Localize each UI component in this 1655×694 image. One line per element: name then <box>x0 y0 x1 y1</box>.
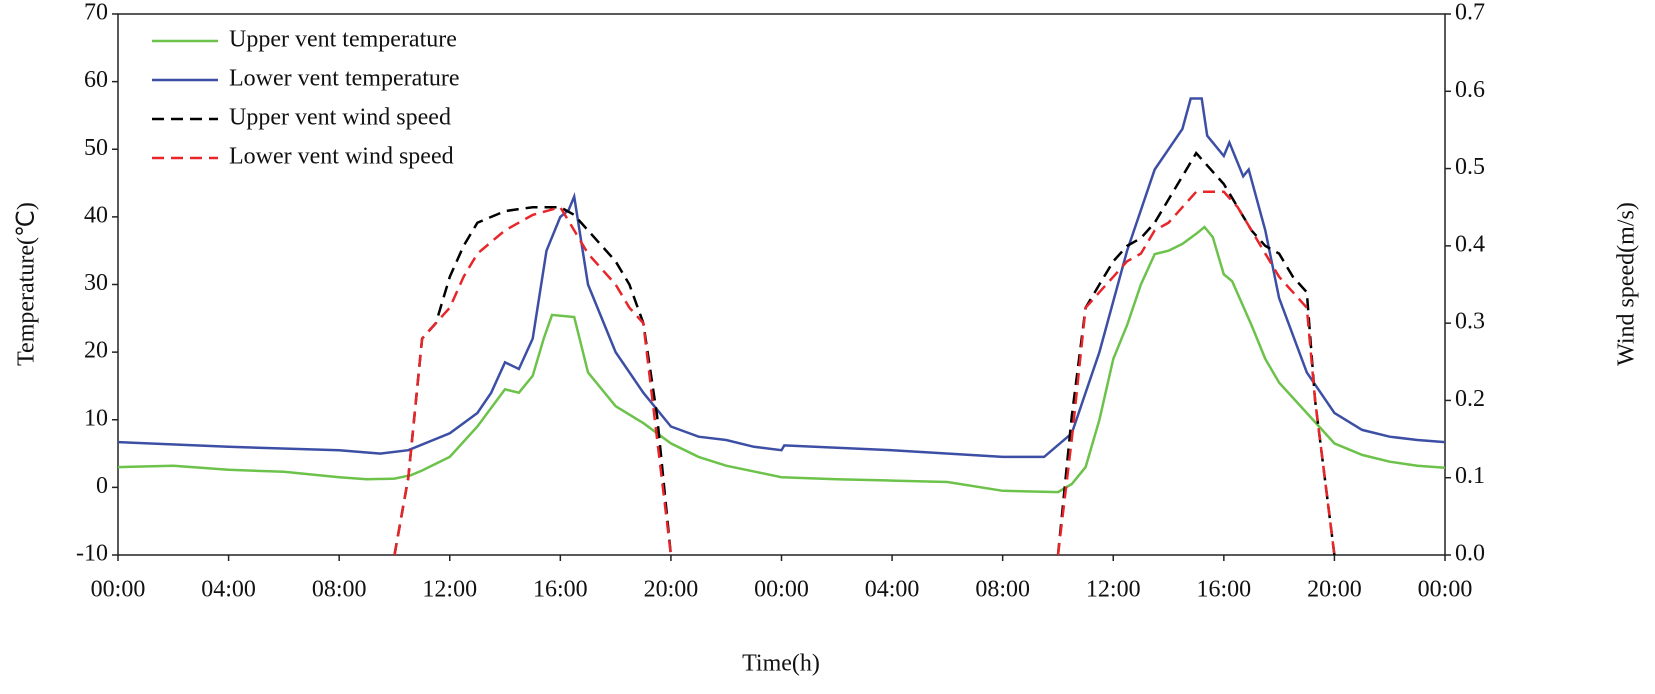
x-tick-label: 20:00 <box>644 577 699 603</box>
y2-tick-label: 0.4 <box>1455 231 1485 257</box>
legend-label: Upper vent temperature <box>229 27 457 53</box>
y-tick-label: 10 <box>84 405 108 431</box>
x-tick-label: 04:00 <box>201 577 256 603</box>
legend-label: Upper vent wind speed <box>229 105 451 131</box>
y2-tick-label: 0.0 <box>1455 541 1485 567</box>
y-tick-label: 60 <box>84 67 108 93</box>
y-tick-label: 40 <box>84 202 108 228</box>
x-tick-label: 04:00 <box>865 577 920 603</box>
x-tick-label: 12:00 <box>1086 577 1141 603</box>
y2-tick-label: 0.5 <box>1455 154 1485 180</box>
x-tick-label: 08:00 <box>312 577 367 603</box>
y2-axis-label: Wind speed(m/s) <box>1614 202 1640 366</box>
y2-tick-label: 0.2 <box>1455 386 1485 412</box>
y-tick-label: -10 <box>76 541 108 567</box>
x-tick-label: 16:00 <box>1196 577 1251 603</box>
series-line <box>117 225 1446 494</box>
x-tick-label: 16:00 <box>533 577 588 603</box>
y2-tick-label: 0.3 <box>1455 309 1485 335</box>
y-tick-label: 70 <box>84 0 108 26</box>
x-tick-label: 12:00 <box>422 577 477 603</box>
x-tick-label: 08:00 <box>975 577 1030 603</box>
y2-tick-label: 0.7 <box>1455 0 1485 26</box>
series-line <box>393 190 1336 556</box>
y-tick-label: 0 <box>96 473 108 499</box>
y-tick-label: 30 <box>84 270 108 296</box>
y2-tick-label: 0.1 <box>1455 463 1485 489</box>
x-tick-label: 00:00 <box>91 577 146 603</box>
y2-tick-label: 0.6 <box>1455 77 1485 103</box>
legend-label: Lower vent temperature <box>229 66 460 92</box>
series-line <box>117 97 1446 459</box>
x-tick-label: 20:00 <box>1307 577 1362 603</box>
x-axis-label: Time(h) <box>742 651 820 677</box>
x-tick-label: 00:00 <box>1418 577 1473 603</box>
legend-label: Lower vent wind speed <box>229 144 454 170</box>
x-tick-label: 00:00 <box>754 577 809 603</box>
y-axis-label: Temperature(℃) <box>14 202 40 366</box>
y-tick-label: 50 <box>84 135 108 161</box>
y-tick-label: 20 <box>84 338 108 364</box>
